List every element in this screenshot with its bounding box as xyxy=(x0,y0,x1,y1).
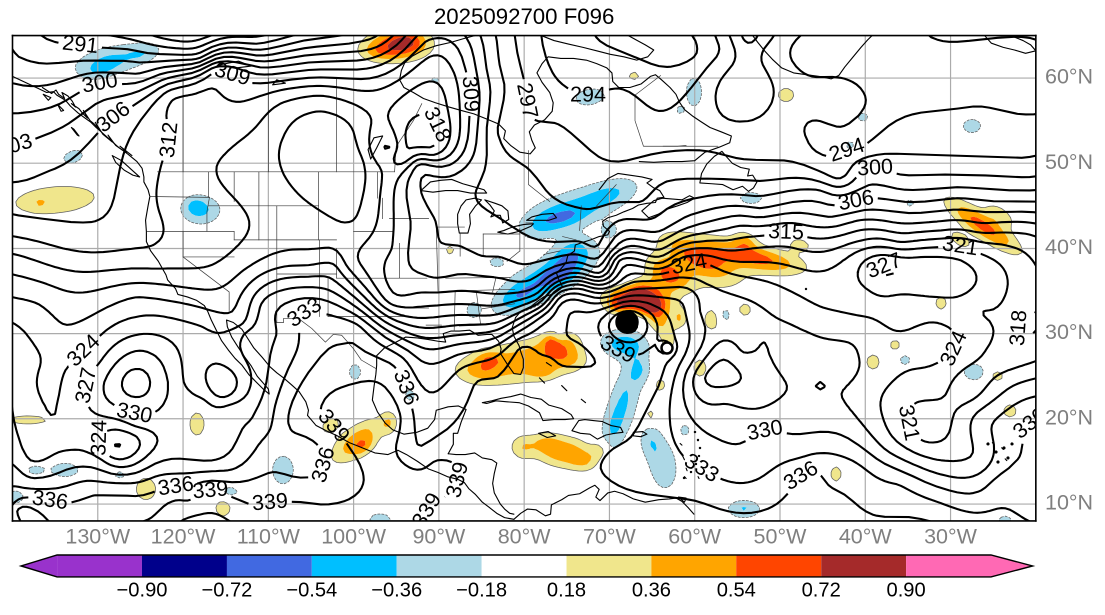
svg-text:−0.72: −0.72 xyxy=(201,580,252,602)
svg-text:50°W: 50°W xyxy=(754,525,808,549)
svg-text:90°W: 90°W xyxy=(412,525,466,549)
svg-text:−0.36: −0.36 xyxy=(371,580,422,602)
svg-text:315: 315 xyxy=(768,219,805,244)
svg-text:20°N: 20°N xyxy=(1045,405,1093,429)
svg-text:336: 336 xyxy=(156,471,195,500)
svg-text:10°N: 10°N xyxy=(1045,491,1093,515)
svg-text:80°W: 80°W xyxy=(498,525,552,549)
svg-text:0.18: 0.18 xyxy=(547,580,586,602)
svg-text:40°N: 40°N xyxy=(1045,235,1093,259)
svg-text:339: 339 xyxy=(191,476,229,503)
svg-text:294: 294 xyxy=(570,82,606,106)
svg-text:0.36: 0.36 xyxy=(632,580,671,602)
svg-text:60°W: 60°W xyxy=(668,525,722,549)
svg-text:30°N: 30°N xyxy=(1045,320,1093,344)
svg-text:291: 291 xyxy=(61,30,99,58)
svg-text:321: 321 xyxy=(941,231,980,260)
svg-text:40°W: 40°W xyxy=(839,525,893,549)
svg-text:−0.54: −0.54 xyxy=(286,580,337,602)
svg-text:312: 312 xyxy=(155,121,183,159)
svg-text:−0.90: −0.90 xyxy=(117,580,168,602)
svg-text:60°N: 60°N xyxy=(1045,65,1093,89)
svg-text:300: 300 xyxy=(856,154,893,180)
svg-text:70°W: 70°W xyxy=(583,525,637,549)
svg-text:339: 339 xyxy=(251,489,289,516)
svg-text:30°W: 30°W xyxy=(924,525,978,549)
svg-text:303: 303 xyxy=(0,129,35,162)
svg-text:50°N: 50°N xyxy=(1045,150,1093,174)
svg-text:324: 324 xyxy=(86,419,111,456)
svg-text:−0.18: −0.18 xyxy=(456,580,507,602)
svg-text:110°W: 110°W xyxy=(237,525,301,549)
svg-text:0.90: 0.90 xyxy=(887,580,926,602)
svg-text:0.54: 0.54 xyxy=(717,580,756,602)
svg-text:318: 318 xyxy=(1005,309,1032,347)
svg-text:120°W: 120°W xyxy=(151,525,217,549)
svg-text:2025092700 F096: 2025092700 F096 xyxy=(434,4,614,29)
svg-text:309: 309 xyxy=(458,75,484,113)
svg-text:0.72: 0.72 xyxy=(802,580,841,602)
svg-text:130°W: 130°W xyxy=(65,525,131,549)
svg-text:336: 336 xyxy=(31,485,70,514)
svg-text:100°W: 100°W xyxy=(321,525,387,549)
